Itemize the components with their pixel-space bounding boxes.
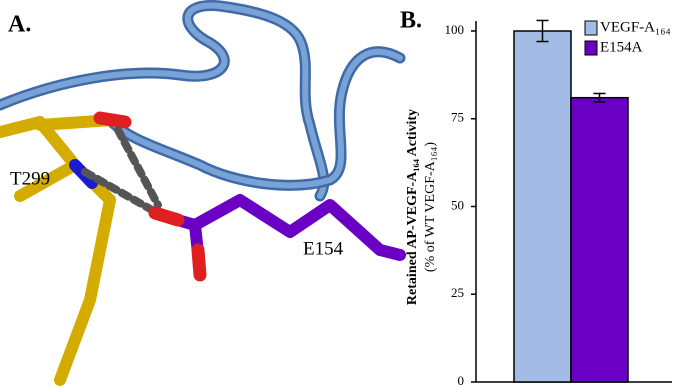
structure-image [0,6,400,380]
y-axis-label: (% of WT VEGF-A₁₆₄) [423,142,438,272]
y-tick-label: 50 [451,197,464,212]
legend-swatch [585,21,597,35]
legend-label: E154A [600,39,643,55]
legend-swatch [585,41,597,55]
panel-label: B. [400,8,422,34]
y-tick-label: 75 [451,110,464,125]
legend-label: VEGF-A₁₆₄ [600,19,671,35]
figure: A. B. T299 E154 Retained AP-VEGF-A₁₆₄ Ac… [0,0,677,387]
residue-label: T299 [10,168,50,189]
residue-label: E154 [303,238,344,259]
bar [514,31,571,382]
y-tick-label: 25 [451,285,464,300]
y-tick-label: 100 [445,22,465,37]
panel-label: A. [8,12,31,38]
y-axis-label: Retained AP-VEGF-A₁₆₄ Activity [405,109,420,305]
bar [571,98,628,382]
y-tick-label: 0 [458,373,465,387]
